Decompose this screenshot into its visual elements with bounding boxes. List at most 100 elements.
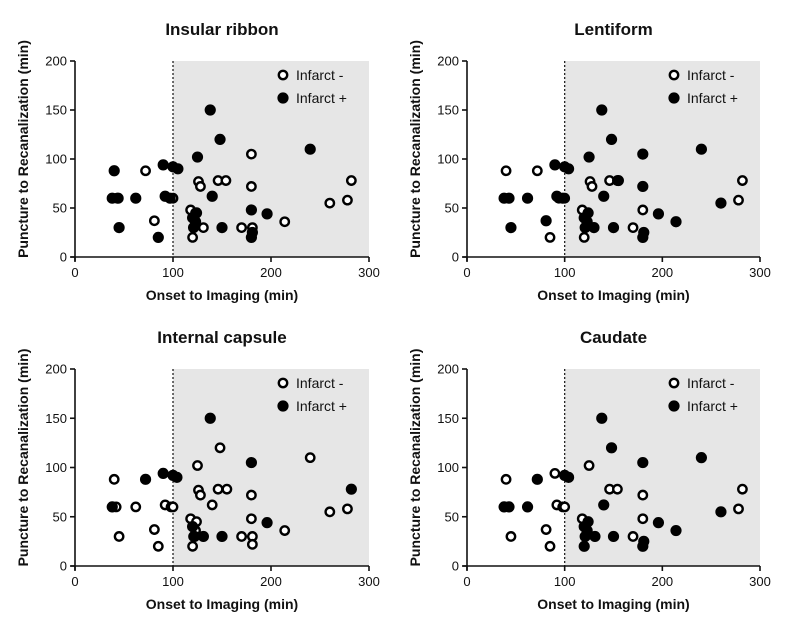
data-point-infarct-negative xyxy=(637,489,649,501)
data-point-infarct-positive xyxy=(531,473,543,485)
data-point-infarct-positive xyxy=(157,159,169,171)
y-axis-label: Puncture to Recanalization (min) xyxy=(15,349,31,567)
data-point-infarct-positive xyxy=(715,506,727,518)
y-tick-label: 100 xyxy=(45,152,67,167)
data-point-infarct-positive xyxy=(505,222,517,234)
data-point-infarct-positive xyxy=(607,530,620,543)
x-tick-label: 200 xyxy=(651,574,673,589)
data-point-infarct-negative xyxy=(304,452,316,464)
data-point-infarct-positive xyxy=(670,524,682,537)
y-tick-label: 100 xyxy=(437,460,459,475)
data-point-infarct-negative xyxy=(578,231,590,243)
data-point-infarct-negative xyxy=(152,540,164,552)
y-tick-label: 150 xyxy=(437,411,459,426)
data-point-infarct-negative xyxy=(195,489,206,501)
data-point-infarct-positive xyxy=(562,471,575,483)
data-point-infarct-positive xyxy=(557,192,569,204)
x-tick-label: 100 xyxy=(554,574,576,589)
y-tick-label: 0 xyxy=(60,250,67,265)
legend-label: Infarct - xyxy=(687,67,735,83)
y-tick-label: 150 xyxy=(437,103,459,118)
data-point-infarct-positive xyxy=(246,226,258,239)
x-tick-label: 300 xyxy=(749,574,771,589)
chart-title: Caudate xyxy=(580,328,647,347)
data-point-infarct-positive xyxy=(261,208,273,220)
data-point-infarct-positive xyxy=(578,540,590,552)
legend-label: Infarct - xyxy=(296,375,344,391)
data-point-infarct-positive xyxy=(549,159,561,171)
data-point-infarct-positive xyxy=(187,520,199,533)
data-point-infarct-negative xyxy=(187,231,199,243)
data-point-infarct-negative xyxy=(108,473,120,485)
data-point-infarct-negative xyxy=(279,216,291,228)
data-point-infarct-positive xyxy=(152,231,164,243)
data-point-infarct-negative xyxy=(637,513,649,525)
data-point-infarct-positive xyxy=(261,517,273,529)
y-tick-label: 200 xyxy=(437,54,459,69)
legend-label: Infarct + xyxy=(687,398,738,414)
data-point-infarct-positive xyxy=(204,412,216,424)
data-point-infarct-positive xyxy=(130,192,142,204)
data-point-infarct-negative xyxy=(583,460,595,471)
data-point-infarct-positive xyxy=(695,143,708,155)
data-point-infarct-negative xyxy=(245,513,257,525)
chart-title: Lentiform xyxy=(574,20,652,39)
data-point-infarct-positive xyxy=(164,192,176,204)
legend-marker-infarct-negative xyxy=(668,377,680,389)
x-axis-label: Onset to Imaging (min) xyxy=(537,596,689,612)
data-point-infarct-positive xyxy=(596,412,608,424)
data-point-infarct-positive xyxy=(670,216,682,228)
data-point-infarct-negative xyxy=(342,194,353,206)
data-point-infarct-positive xyxy=(582,516,594,528)
data-point-infarct-positive xyxy=(598,499,610,511)
x-tick-label: 0 xyxy=(71,574,78,589)
y-axis-label: Puncture to Recanalization (min) xyxy=(407,349,423,567)
data-point-infarct-positive xyxy=(637,148,649,160)
data-point-infarct-negative xyxy=(148,215,160,227)
y-tick-label: 0 xyxy=(452,250,459,265)
data-point-infarct-negative xyxy=(500,165,512,177)
data-point-infarct-positive xyxy=(695,452,708,464)
legend-marker-infarct-positive xyxy=(277,92,289,104)
data-point-infarct-negative xyxy=(612,483,623,495)
data-point-infarct-negative xyxy=(345,175,357,186)
y-tick-label: 0 xyxy=(452,559,459,574)
data-point-infarct-positive xyxy=(637,180,649,193)
data-point-infarct-positive xyxy=(637,456,649,469)
x-tick-label: 0 xyxy=(71,265,78,280)
data-point-infarct-positive xyxy=(191,151,204,163)
data-point-infarct-negative xyxy=(549,468,561,479)
data-point-infarct-positive xyxy=(503,501,515,513)
chart-title: Internal capsule xyxy=(157,328,286,347)
data-point-infarct-negative xyxy=(500,473,512,485)
data-point-infarct-positive xyxy=(607,222,620,234)
legend-marker-infarct-negative xyxy=(277,69,289,81)
data-point-infarct-positive xyxy=(216,222,228,234)
data-point-infarct-positive xyxy=(588,222,600,234)
y-tick-label: 0 xyxy=(60,559,67,574)
data-point-infarct-negative xyxy=(627,531,639,542)
data-point-infarct-negative xyxy=(167,501,179,513)
data-point-infarct-negative xyxy=(733,194,744,206)
data-point-infarct-negative xyxy=(130,501,142,513)
data-point-infarct-positive xyxy=(583,151,595,163)
data-point-infarct-negative xyxy=(192,460,203,471)
y-tick-label: 100 xyxy=(437,152,459,167)
legend-marker-infarct-negative xyxy=(668,69,680,81)
data-point-infarct-positive xyxy=(304,143,316,155)
data-point-infarct-negative xyxy=(206,499,218,511)
data-point-infarct-negative xyxy=(212,483,224,495)
data-point-infarct-positive xyxy=(216,530,228,543)
scatter-panel-1: 0 50 100 150 200 0 100 200 300 Insular ribbon Onse… xyxy=(15,20,380,303)
data-point-infarct-positive xyxy=(245,204,257,216)
y-tick-label: 200 xyxy=(45,362,67,377)
x-tick-label: 100 xyxy=(162,265,184,280)
legend-label: Infarct - xyxy=(687,375,735,391)
data-point-infarct-negative xyxy=(505,531,517,542)
y-tick-label: 50 xyxy=(53,201,67,216)
data-point-infarct-positive xyxy=(171,471,183,483)
data-point-infarct-negative xyxy=(220,175,232,186)
legend-label: Infarct + xyxy=(296,398,347,414)
data-point-infarct-positive xyxy=(206,190,218,202)
